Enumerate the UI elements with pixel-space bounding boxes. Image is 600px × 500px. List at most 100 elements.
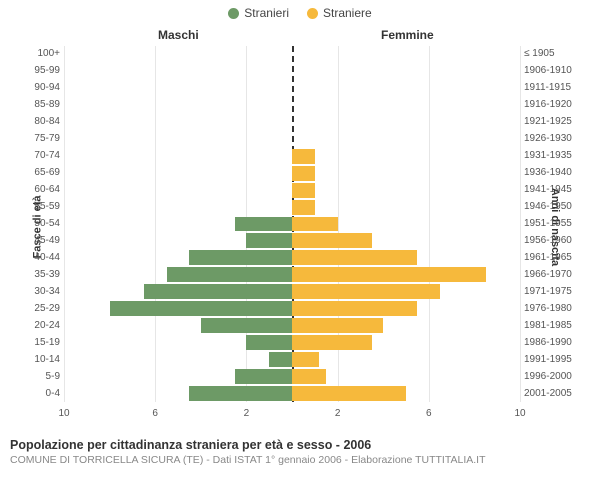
row-10-14 xyxy=(64,351,520,368)
bar-female xyxy=(292,250,417,265)
age-label: 70-74 xyxy=(0,150,64,161)
bar-female xyxy=(292,233,372,248)
bar-male xyxy=(201,318,292,333)
bar-female xyxy=(292,335,372,350)
birth-label: 1981-1985 xyxy=(520,320,600,331)
bar-male xyxy=(110,301,292,316)
bar-female xyxy=(292,386,406,401)
row-65-69 xyxy=(64,165,520,182)
row-45-49 xyxy=(64,232,520,249)
legend-label-female: Straniere xyxy=(323,6,372,20)
bar-female xyxy=(292,217,338,232)
x-tick: 2 xyxy=(335,408,341,419)
x-tick: 2 xyxy=(244,408,250,419)
chart-subtitle: COMUNE DI TORRICELLA SICURA (TE) - Dati … xyxy=(10,452,590,466)
age-label: 40-44 xyxy=(0,252,64,263)
bar-male xyxy=(246,233,292,248)
birth-label: 1936-1940 xyxy=(520,167,600,178)
legend-female: Straniere xyxy=(307,6,372,20)
age-label: 85-89 xyxy=(0,99,64,110)
pyramid-chart: Maschi Femmine Fasce di età Anni di nasc… xyxy=(0,22,600,432)
x-tick: 6 xyxy=(426,408,432,419)
row-0-4 xyxy=(64,385,520,402)
bar-male xyxy=(235,369,292,384)
age-label: 25-29 xyxy=(0,303,64,314)
x-tick: 6 xyxy=(152,408,158,419)
row-20-24 xyxy=(64,317,520,334)
bar-female xyxy=(292,149,315,164)
age-label: 20-24 xyxy=(0,320,64,331)
row-5-9 xyxy=(64,368,520,385)
bar-female xyxy=(292,369,326,384)
chart-footer: Popolazione per cittadinanza straniera p… xyxy=(0,432,600,466)
age-label: 55-59 xyxy=(0,201,64,212)
bar-female xyxy=(292,200,315,215)
bar-male xyxy=(144,284,292,299)
birth-label: 1986-1990 xyxy=(520,337,600,348)
x-tick: 10 xyxy=(514,408,525,419)
column-title-male: Maschi xyxy=(158,28,199,42)
legend-male: Stranieri xyxy=(228,6,289,20)
birth-label: 1946-1950 xyxy=(520,201,600,212)
birth-label: 1916-1920 xyxy=(520,99,600,110)
column-title-female: Femmine xyxy=(381,28,434,42)
age-label: 30-34 xyxy=(0,286,64,297)
plot-area xyxy=(64,46,520,402)
bar-male xyxy=(246,335,292,350)
birth-label: 1906-1910 xyxy=(520,65,600,76)
age-label: 50-54 xyxy=(0,218,64,229)
row-90-94 xyxy=(64,80,520,97)
age-label: 5-9 xyxy=(0,371,64,382)
age-label: 35-39 xyxy=(0,269,64,280)
birth-label: 1911-1915 xyxy=(520,82,600,93)
row-75-79 xyxy=(64,131,520,148)
age-label: 100+ xyxy=(0,48,64,59)
bar-male xyxy=(167,267,292,282)
birth-label: 1921-1925 xyxy=(520,116,600,127)
age-label: 60-64 xyxy=(0,184,64,195)
birth-label: 1926-1930 xyxy=(520,133,600,144)
bar-male xyxy=(189,250,292,265)
legend-label-male: Stranieri xyxy=(244,6,289,20)
row-85-89 xyxy=(64,97,520,114)
birth-label: 1956-1960 xyxy=(520,235,600,246)
age-label: 0-4 xyxy=(0,388,64,399)
legend: Stranieri Straniere xyxy=(0,0,600,22)
bar-male xyxy=(189,386,292,401)
bar-female xyxy=(292,318,383,333)
birth-label: 1961-1965 xyxy=(520,252,600,263)
row-80-84 xyxy=(64,114,520,131)
age-label: 95-99 xyxy=(0,65,64,76)
birth-label: 1966-1970 xyxy=(520,269,600,280)
row-60-64 xyxy=(64,182,520,199)
bar-female xyxy=(292,267,486,282)
bar-male xyxy=(269,352,292,367)
birth-label: 1971-1975 xyxy=(520,286,600,297)
legend-swatch-female xyxy=(307,8,318,19)
legend-swatch-male xyxy=(228,8,239,19)
row-35-39 xyxy=(64,266,520,283)
bar-female xyxy=(292,352,319,367)
row-50-54 xyxy=(64,216,520,233)
bar-female xyxy=(292,301,417,316)
row-55-59 xyxy=(64,199,520,216)
x-tick: 10 xyxy=(58,408,69,419)
row-70-74 xyxy=(64,148,520,165)
x-axis: 10622610 xyxy=(64,408,520,422)
age-label: 75-79 xyxy=(0,133,64,144)
bar-male xyxy=(235,217,292,232)
age-label: 10-14 xyxy=(0,354,64,365)
row-95-99 xyxy=(64,63,520,80)
birth-label: 1976-1980 xyxy=(520,303,600,314)
birth-label: 1996-2000 xyxy=(520,371,600,382)
bar-female xyxy=(292,183,315,198)
bar-female xyxy=(292,166,315,181)
age-label: 15-19 xyxy=(0,337,64,348)
age-label: 45-49 xyxy=(0,235,64,246)
age-label: 90-94 xyxy=(0,82,64,93)
birth-label: 1931-1935 xyxy=(520,150,600,161)
birth-label: 1991-1995 xyxy=(520,354,600,365)
chart-title: Popolazione per cittadinanza straniera p… xyxy=(10,438,590,452)
bar-female xyxy=(292,284,440,299)
birth-label: 2001-2005 xyxy=(520,388,600,399)
